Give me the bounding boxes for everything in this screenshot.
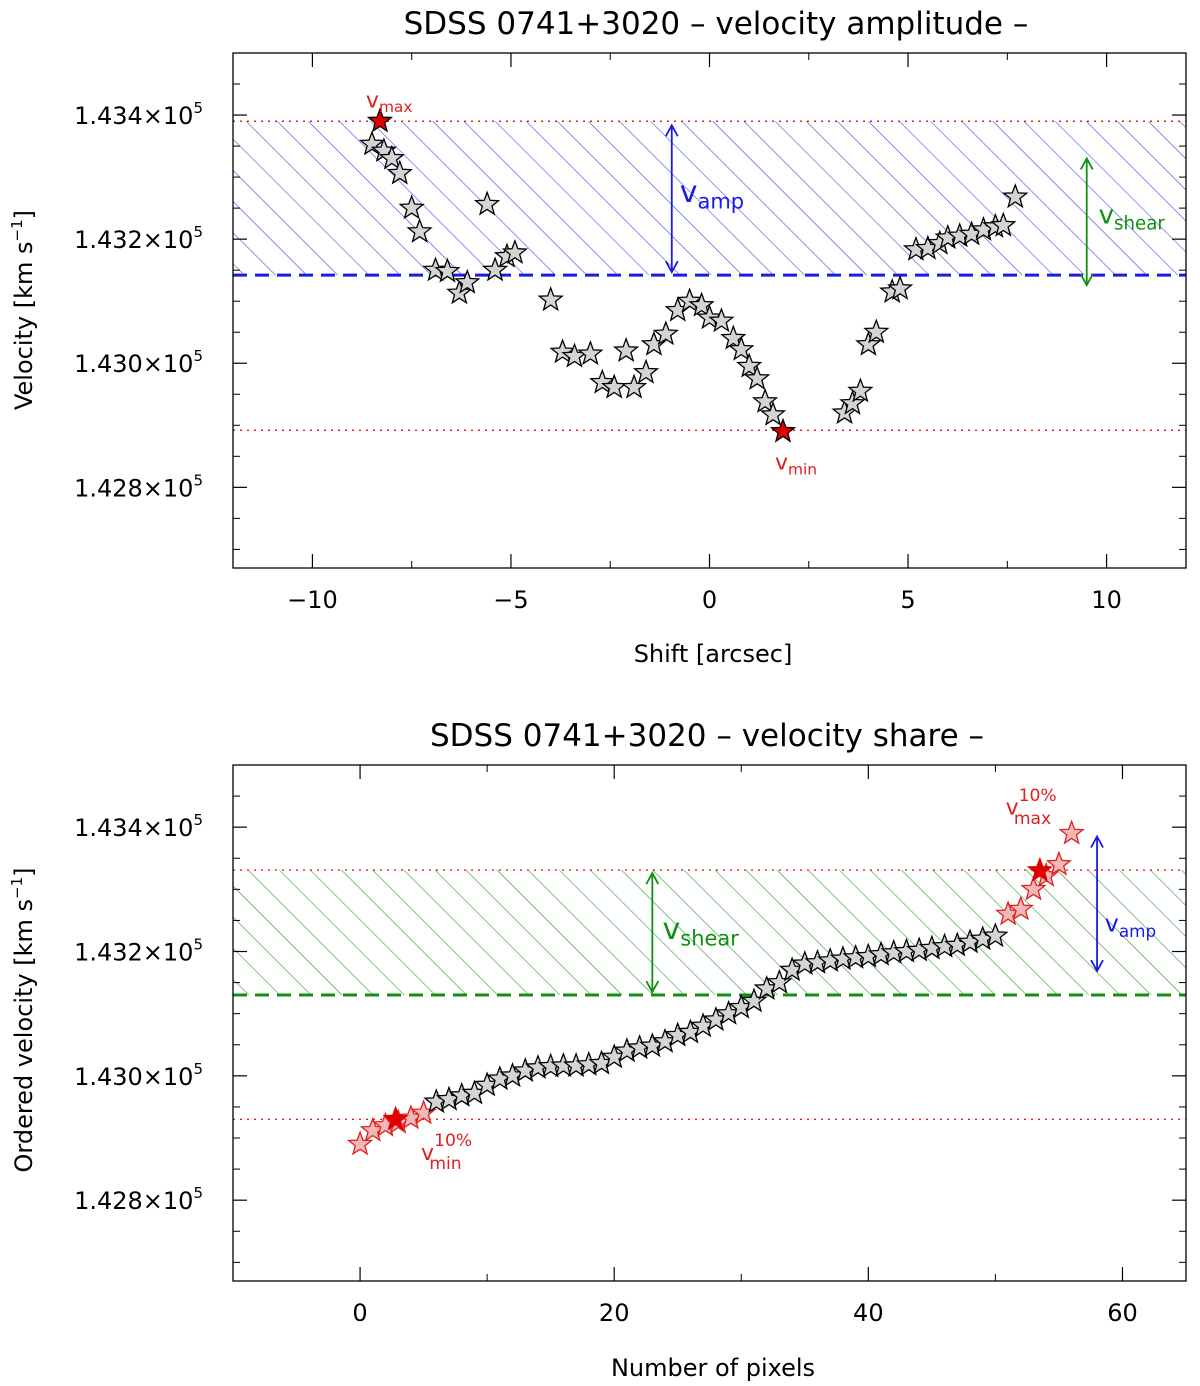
y-tick-label: 1.432×105 bbox=[74, 223, 203, 254]
data-point bbox=[720, 324, 747, 350]
data-point bbox=[386, 159, 413, 185]
y-axis-label: Velocity [km s−1] bbox=[8, 210, 38, 410]
data-point bbox=[1002, 183, 1029, 209]
x-tick-label: 0 bbox=[352, 1299, 367, 1327]
x-axis-label: Number of pixels bbox=[611, 1354, 815, 1382]
panel-velocity-share: SDSS 0741+3020 – velocity share – v10% mi… bbox=[8, 718, 1187, 1382]
data-point bbox=[454, 268, 481, 294]
chart-title: SDSS 0741+3020 – velocity share – bbox=[430, 718, 984, 754]
x-tick-label: −10 bbox=[287, 586, 338, 614]
data-point bbox=[398, 194, 425, 220]
data-point bbox=[839, 389, 866, 415]
data-point bbox=[847, 377, 874, 403]
data-point bbox=[612, 336, 640, 362]
vamp-label: vamp bbox=[680, 175, 744, 214]
data-point bbox=[766, 968, 793, 994]
vshear-label: vshear bbox=[662, 912, 739, 951]
y-tick-label: 1.434×105 bbox=[74, 99, 203, 130]
vshear-arrow bbox=[1079, 156, 1094, 288]
data-point bbox=[1045, 850, 1073, 876]
data-point bbox=[982, 922, 1009, 948]
data-point bbox=[708, 307, 735, 333]
data-point bbox=[676, 287, 703, 313]
y-tick-label: 1.430×105 bbox=[74, 347, 203, 378]
data-point bbox=[473, 190, 501, 216]
data-point bbox=[577, 340, 604, 366]
data-point bbox=[481, 256, 509, 282]
x-axis-label: Shift [arcsec] bbox=[634, 640, 793, 668]
data-point bbox=[620, 373, 648, 399]
data-point bbox=[549, 338, 576, 364]
x-tick-label: 40 bbox=[853, 1299, 884, 1327]
vmax-label: vmax bbox=[366, 88, 413, 116]
x-tick-label: 5 bbox=[900, 586, 915, 614]
y-tick-label: 1.428×105 bbox=[74, 1184, 203, 1215]
data-point bbox=[358, 130, 386, 156]
data-point bbox=[688, 291, 715, 317]
data-point bbox=[1020, 875, 1047, 901]
data-point bbox=[632, 358, 660, 384]
vamp-arrow bbox=[1090, 834, 1104, 973]
x-tick-label: 20 bbox=[599, 1299, 630, 1327]
data-point bbox=[378, 144, 405, 170]
data-point bbox=[728, 335, 755, 361]
data-point bbox=[863, 318, 890, 344]
data-point bbox=[736, 352, 763, 378]
x-tick-label: 60 bbox=[1107, 1299, 1138, 1327]
data-point bbox=[751, 387, 779, 413]
vmax-point bbox=[366, 107, 394, 133]
data-point bbox=[652, 320, 679, 346]
vamp-arrow bbox=[664, 123, 679, 275]
data-point bbox=[537, 286, 564, 312]
chart-title: SDSS 0741+3020 – velocity amplitude – bbox=[404, 6, 1029, 42]
vmax-10pct-label: v10% max bbox=[1006, 786, 1057, 829]
shear-hatch-region bbox=[233, 870, 1186, 996]
y-tick-label: 1.430×105 bbox=[74, 1060, 203, 1091]
data-point bbox=[346, 1130, 374, 1156]
y-tick-label: 1.428×105 bbox=[74, 471, 203, 502]
vmin-point bbox=[769, 417, 797, 443]
y-axis-label: Ordered velocity [km s−1] bbox=[8, 867, 38, 1172]
data-point bbox=[855, 330, 882, 356]
data-point bbox=[990, 211, 1017, 237]
data-point bbox=[446, 279, 473, 305]
panel-velocity-amplitude: SDSS 0741+3020 – velocity amplitude – vm… bbox=[8, 6, 1187, 668]
data-point bbox=[434, 257, 461, 283]
data-point bbox=[1007, 895, 1034, 921]
vamp-label: vamp bbox=[1105, 910, 1157, 941]
y-tick-label: 1.432×105 bbox=[74, 936, 203, 967]
vmin-10pct-label: v10% min bbox=[421, 1131, 472, 1174]
vshear-arrow bbox=[645, 871, 660, 994]
data-point bbox=[501, 238, 529, 265]
x-tick-label: 0 bbox=[702, 586, 717, 614]
data-point bbox=[422, 256, 449, 282]
data-point bbox=[759, 400, 787, 426]
data-point bbox=[1058, 819, 1085, 845]
data-point bbox=[589, 368, 616, 394]
data-point bbox=[886, 274, 914, 301]
y-tick-label: 1.434×105 bbox=[74, 811, 203, 842]
plot-frame bbox=[232, 764, 1187, 1282]
x-tick-label: −5 bbox=[493, 586, 528, 614]
data-point bbox=[743, 364, 771, 391]
x-tick-label: 10 bbox=[1091, 586, 1122, 614]
vmin-10pct-point bbox=[382, 1105, 409, 1131]
data-point bbox=[406, 217, 433, 243]
vmax-10pct-point bbox=[1026, 856, 1054, 882]
vshear-label: vshear bbox=[1099, 201, 1166, 235]
data-point bbox=[740, 987, 768, 1013]
vmin-label: vmin bbox=[775, 450, 817, 478]
